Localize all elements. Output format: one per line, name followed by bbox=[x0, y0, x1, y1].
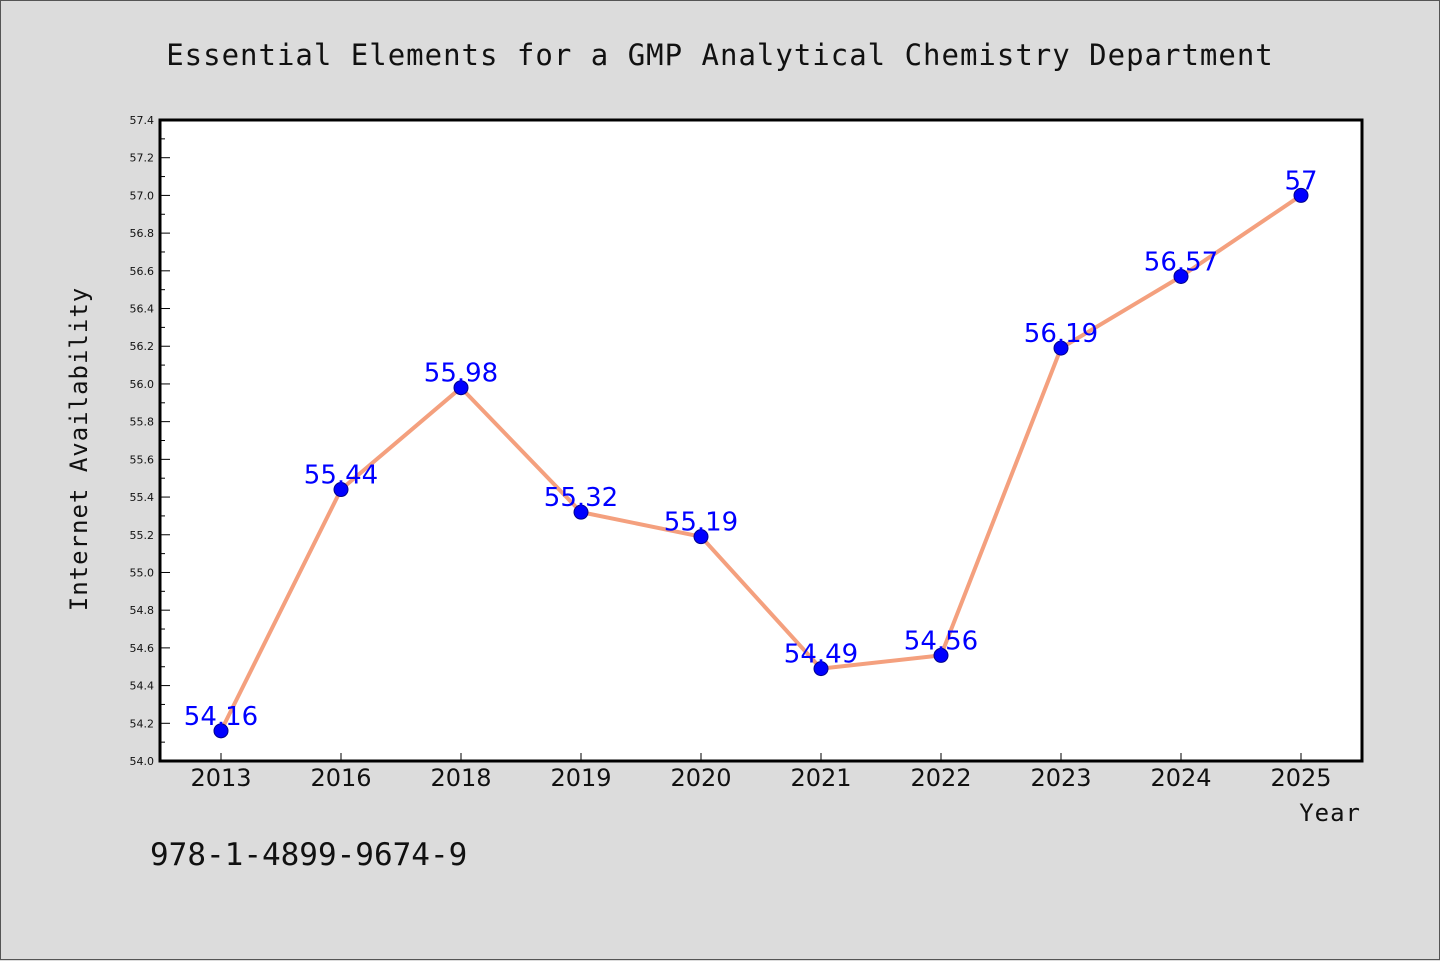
markers-group bbox=[213, 187, 1309, 739]
y-tick-label: 56.4 bbox=[130, 303, 155, 316]
y-tick-label: 55.2 bbox=[130, 529, 155, 542]
y-axis-title: Internet Availability bbox=[65, 287, 93, 611]
data-label: 54.49 bbox=[784, 640, 858, 670]
y-tick-label: 54.6 bbox=[130, 642, 155, 655]
y-tick-label: 56.0 bbox=[130, 378, 155, 391]
x-tick-label: 2016 bbox=[310, 764, 371, 792]
series-line bbox=[219, 193, 1303, 733]
y-tick-label: 56.8 bbox=[130, 227, 155, 240]
x-tick-label: 2025 bbox=[1270, 764, 1331, 792]
x-tick-label: 2021 bbox=[790, 764, 851, 792]
y-tick-label: 54.2 bbox=[130, 717, 155, 730]
y-tick-label: 56.6 bbox=[130, 265, 155, 278]
y-tick-label: 55.6 bbox=[130, 453, 155, 466]
x-tick-label: 2019 bbox=[550, 764, 611, 792]
y-tick-label: 55.4 bbox=[130, 491, 155, 504]
isbn-footnote: 978-1-4899-9674-9 bbox=[150, 837, 467, 873]
y-tick-label: 55.8 bbox=[130, 416, 155, 429]
y-tick-label: 57.4 bbox=[130, 114, 155, 127]
chart-title: Essential Elements for a GMP Analytical … bbox=[166, 38, 1274, 72]
data-point-marker bbox=[333, 482, 349, 498]
data-point-marker bbox=[213, 723, 229, 739]
data-point-marker bbox=[1173, 268, 1189, 284]
data-label: 54.16 bbox=[184, 702, 258, 732]
plot-area bbox=[158, 118, 1364, 763]
y-tick-label: 57.2 bbox=[130, 152, 155, 165]
x-axis-title: Year bbox=[1299, 799, 1361, 827]
data-point-marker bbox=[1293, 187, 1309, 203]
data-label: 55.19 bbox=[664, 508, 738, 538]
data-point-marker bbox=[1053, 340, 1069, 356]
x-tick-label: 2022 bbox=[910, 764, 971, 792]
data-label: 56.19 bbox=[1024, 319, 1098, 349]
y-tick-label: 56.2 bbox=[130, 340, 155, 353]
y-tick-label: 55.0 bbox=[130, 566, 155, 579]
data-label: 54.56 bbox=[904, 626, 978, 656]
x-axis: 2013 2016 2018 2019 2020 2021 2022 2023 2024 2025 bbox=[190, 753, 1332, 792]
x-tick-label: 2024 bbox=[1150, 764, 1211, 792]
data-point-marker bbox=[573, 504, 589, 520]
y-tick-label: 57.0 bbox=[130, 189, 155, 202]
data-label: 55.32 bbox=[544, 483, 618, 513]
data-label: 55.44 bbox=[304, 461, 378, 491]
data-point-marker bbox=[813, 661, 829, 677]
y-tick-label: 54.0 bbox=[130, 755, 155, 768]
x-tick-label: 2023 bbox=[1030, 764, 1091, 792]
x-tick-label: 2018 bbox=[430, 764, 491, 792]
data-label: 56.57 bbox=[1144, 247, 1218, 277]
data-point-marker bbox=[453, 380, 469, 396]
data-label: 55.98 bbox=[424, 359, 498, 389]
y-tick-label: 54.8 bbox=[130, 604, 155, 617]
data-point-marker bbox=[693, 529, 709, 545]
y-tick-label: 54.4 bbox=[130, 680, 155, 693]
data-label: 57 bbox=[1284, 166, 1317, 196]
series-line-group bbox=[219, 193, 1303, 733]
x-tick-label: 2013 bbox=[190, 764, 251, 792]
x-tick-label: 2020 bbox=[670, 764, 731, 792]
data-labels-group: 54.16 55.44 55.98 55.32 55.19 54.49 54.56 56.19… bbox=[184, 166, 1318, 731]
data-point-marker bbox=[933, 647, 949, 663]
y-axis: 54.0 54.2 54.4 54.6 54.8 55.0 55.2 55.4 55.6 55.8… bbox=[130, 114, 170, 768]
